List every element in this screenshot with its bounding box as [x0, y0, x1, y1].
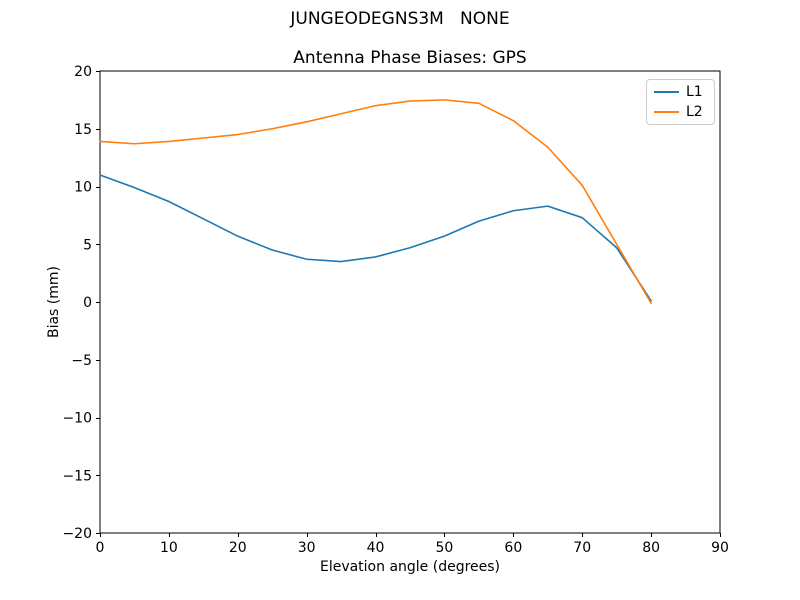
x-tick-label: 50: [436, 540, 454, 556]
series-line-l1: [99, 174, 652, 302]
y-tick-label: −20: [62, 526, 92, 542]
x-tick-label: 90: [711, 540, 729, 556]
x-tick-label: 10: [160, 540, 178, 556]
series-line-l2: [99, 99, 652, 304]
y-tick-label: 15: [74, 122, 92, 138]
y-tick-label: 5: [83, 237, 92, 253]
y-tick-label: 0: [83, 295, 92, 311]
axes-title: Antenna Phase Biases: GPS: [293, 48, 527, 68]
y-axis-label: Bias (mm): [46, 265, 62, 339]
figure-suptitle: JUNGEODEGNS3M NONE: [290, 9, 510, 29]
x-tick-label: 30: [298, 540, 316, 556]
legend-label-l2: L2: [686, 104, 703, 120]
legend-item-l1: L1: [654, 85, 707, 99]
legend-line-sample-l1: [654, 91, 679, 93]
legend-item-l2: L2: [654, 105, 707, 119]
plot-border: [99, 70, 721, 534]
legend: L1 L2: [646, 79, 715, 125]
x-tick-label: 80: [642, 540, 660, 556]
x-tick-label: 70: [573, 540, 591, 556]
x-axis-label: Elevation angle (degrees): [319, 559, 501, 575]
y-tick-label: −5: [71, 353, 92, 369]
x-tick-label: 20: [229, 540, 247, 556]
y-tick-label: 10: [74, 180, 92, 196]
legend-line-sample-l2: [654, 111, 679, 113]
y-tick-label: 20: [74, 64, 92, 80]
x-tick-label: 0: [96, 540, 105, 556]
x-tick-label: 60: [504, 540, 522, 556]
x-tick-label: 40: [367, 540, 385, 556]
legend-label-l1: L1: [686, 84, 703, 100]
y-tick-label: −15: [62, 468, 92, 484]
y-tick-label: −10: [62, 411, 92, 427]
